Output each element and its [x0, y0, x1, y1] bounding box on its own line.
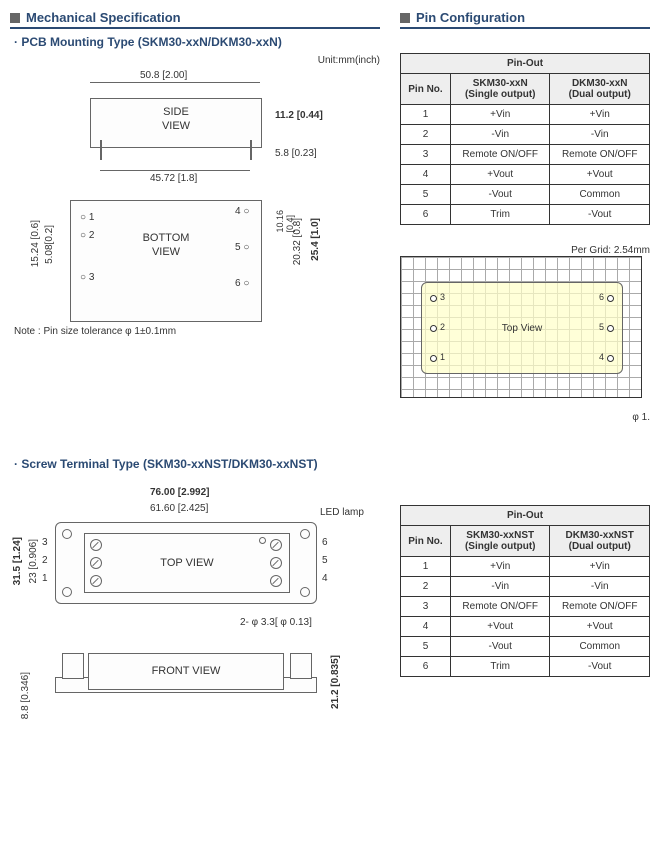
table-row: 5-VoutCommon: [401, 185, 650, 205]
pinout-table-2: Pin-Out Pin No. SKM30-xxNST (Single outp…: [400, 505, 650, 677]
top-view-grid: Top View 3 2 1 6 5 4: [400, 256, 642, 398]
table-row: 4+Vout+Vout: [401, 617, 650, 637]
top-view-inner: Top View 3 2 1 6 5 4: [421, 282, 623, 374]
pinconfig-title: Pin Configuration: [416, 10, 525, 25]
pin-tolerance-note: Note : Pin size tolerance φ 1±0.1mm: [14, 326, 380, 337]
table-row: 5-VoutCommon: [401, 637, 650, 657]
header-square-icon: [10, 13, 20, 23]
bottom-view-diagram: 15.24 [0.6] 5.08[0.2] BOTTOM VIEW ○ 1 ○ …: [30, 190, 370, 320]
table-row: 1+Vin+Vin: [401, 557, 650, 577]
table-row: 3Remote ON/OFFRemote ON/OFF: [401, 597, 650, 617]
unit-label: Unit:mm(inch): [10, 55, 380, 66]
table-row: 4+Vout+Vout: [401, 165, 650, 185]
mechanical-header: Mechanical Specification: [10, 10, 380, 29]
table-row: 1+Vin+Vin: [401, 105, 650, 125]
pinout-table-1: Pin-Out Pin No. SKM30-xxN (Single output…: [400, 53, 650, 225]
mechanical-title: Mechanical Specification: [26, 10, 181, 25]
col-dual: DKM30-xxN (Dual output): [550, 74, 650, 105]
header-square-icon: [400, 13, 410, 23]
screw-front-view: FRONT VIEW 8.8 [0.346] 21.2 [0.835]: [10, 647, 370, 727]
screw-subtitle: · Screw Terminal Type (SKM30-xxNST/DKM30…: [14, 457, 660, 471]
col-single: SKM30-xxN (Single output): [450, 74, 550, 105]
table-row: 3Remote ON/OFFRemote ON/OFF: [401, 145, 650, 165]
table-row: 2-Vin-Vin: [401, 125, 650, 145]
col-pin-no: Pin No.: [401, 74, 451, 105]
table-row: 6Trim-Vout: [401, 657, 650, 677]
pcb-subtitle: · PCB Mounting Type (SKM30-xxN/DKM30-xxN…: [14, 35, 380, 49]
phi-label: φ 1.: [400, 412, 650, 423]
per-grid-label: Per Grid: 2.54mm: [400, 245, 650, 256]
side-view-diagram: 50.8 [2.00] SIDE VIEW 11.2 [0.44] 5.8 [0…: [40, 70, 360, 190]
screw-top-view: 76.00 [2.992] 61.60 [2.425] LED lamp TOP…: [10, 487, 370, 647]
table-row: 2-Vin-Vin: [401, 577, 650, 597]
table-row: 6Trim-Vout: [401, 205, 650, 225]
pinconfig-header: Pin Configuration: [400, 10, 650, 29]
